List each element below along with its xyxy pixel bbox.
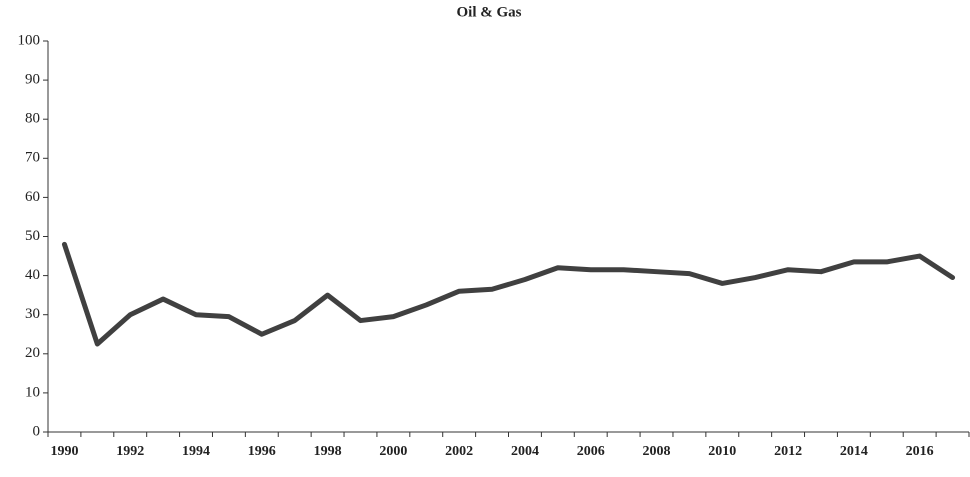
x-tick-label: 1996 — [248, 444, 276, 459]
x-tick-label: 2000 — [379, 444, 407, 459]
chart-title: Oil & Gas — [456, 4, 521, 20]
line — [61, 241, 956, 347]
x-tick-label: 2014 — [840, 444, 868, 459]
x-tick-label: 2008 — [643, 444, 671, 459]
y-tick-label: 50 — [25, 228, 40, 244]
y-tick-label: 10 — [25, 384, 40, 400]
y-tick-label: 40 — [25, 267, 40, 283]
x-tick-label: 1990 — [50, 444, 78, 459]
x-tick-label: 2010 — [708, 444, 736, 459]
y-tick-label: 90 — [25, 72, 40, 88]
x-tick-label: 2004 — [511, 444, 539, 459]
x-tick-label: 2006 — [577, 444, 605, 459]
y-tick-label: 70 — [25, 150, 40, 166]
y-tick-label: 80 — [25, 111, 40, 127]
y-tick-label: 60 — [25, 189, 40, 205]
y-tick-label: 30 — [25, 306, 40, 322]
x-tick-label: 2012 — [774, 444, 802, 459]
y-tick-label: 100 — [18, 32, 41, 48]
x-tick-label: 2016 — [906, 444, 934, 459]
x-tick-label: 1994 — [182, 444, 210, 459]
y-tick-label: 0 — [33, 423, 41, 439]
x-tick-label: 2002 — [445, 444, 473, 459]
x-tick-label: 1998 — [314, 444, 342, 459]
y-tick-label: 20 — [25, 345, 40, 361]
x-tick-label: 1992 — [116, 444, 144, 459]
